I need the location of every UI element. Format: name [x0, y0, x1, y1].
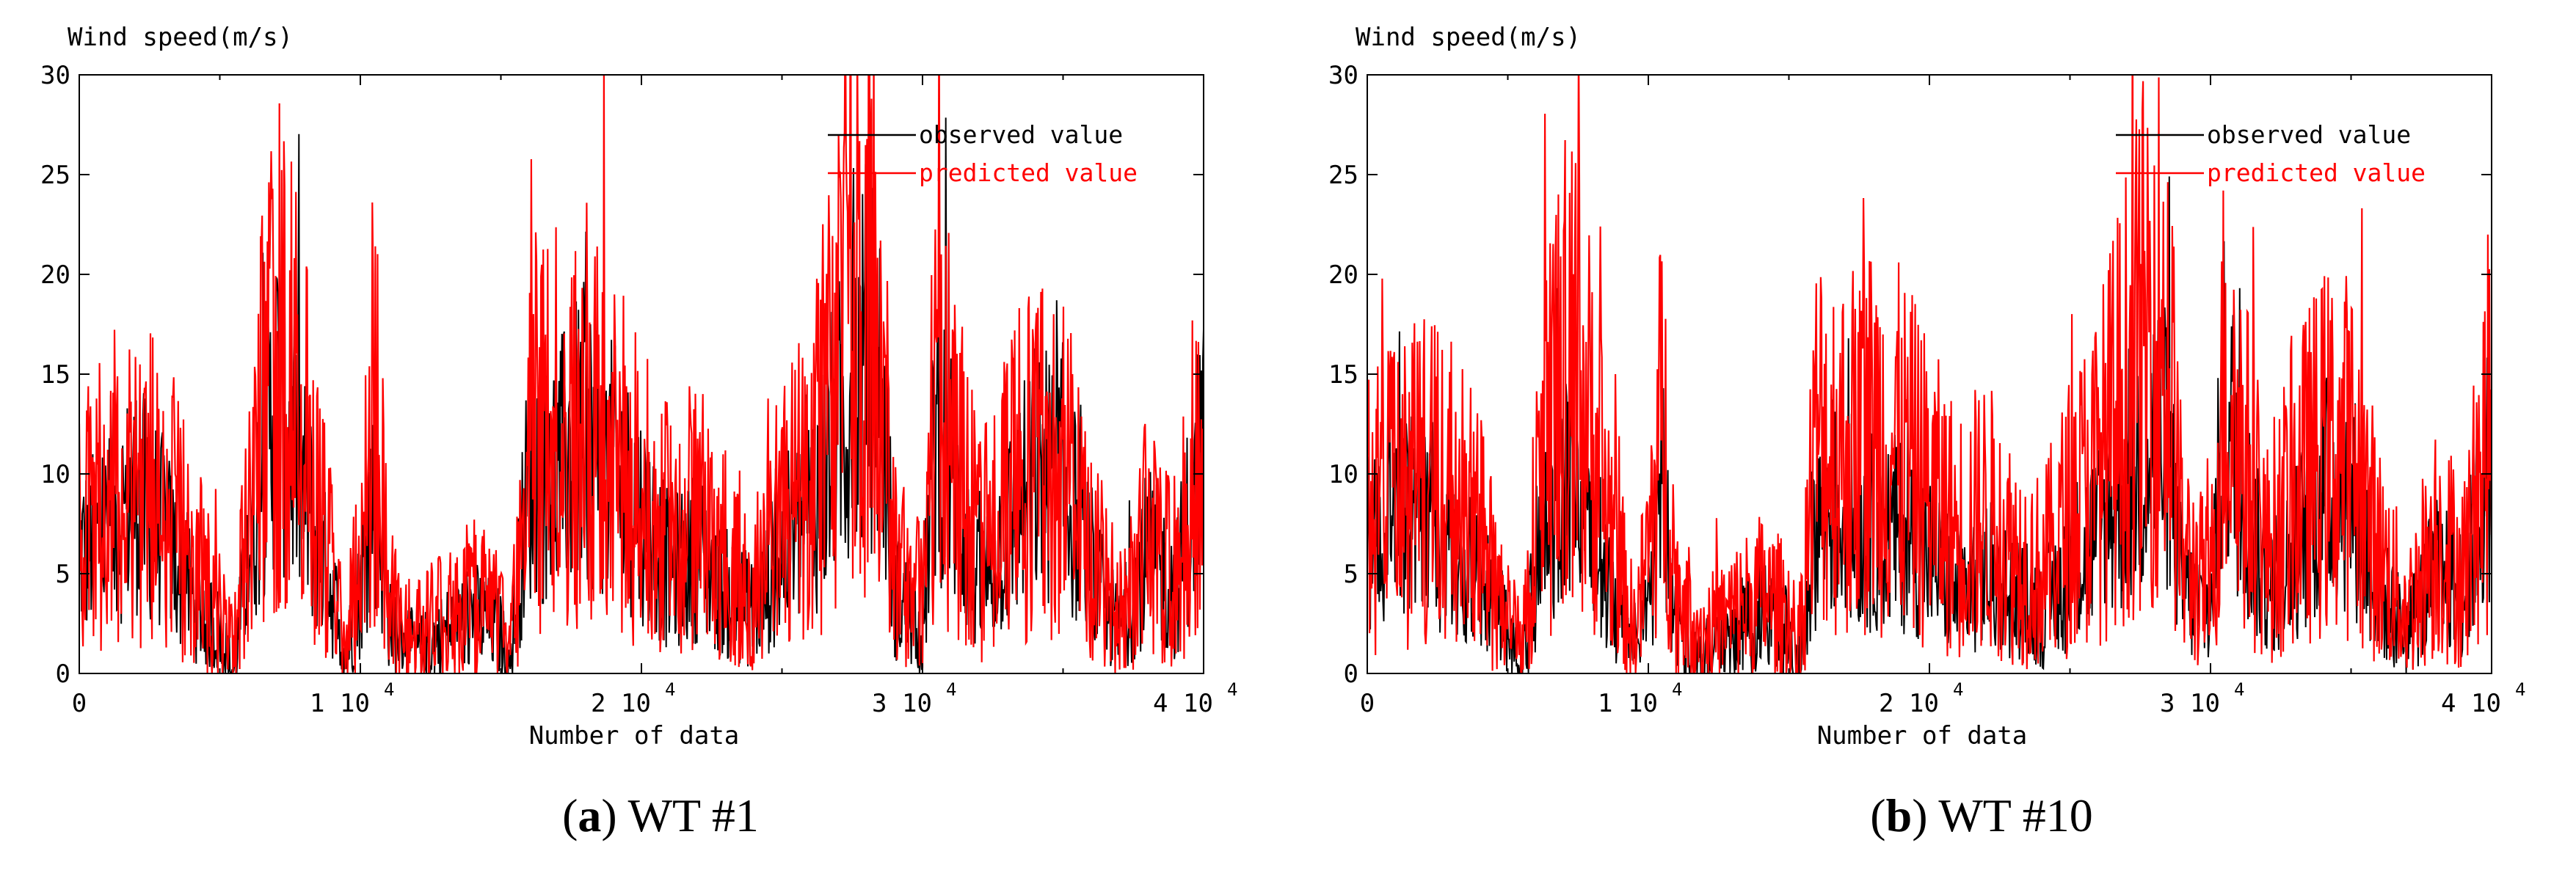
y-tick-label: 25: [40, 161, 70, 190]
caption-b: (b) WT #10: [1870, 789, 2093, 841]
x-tick-exponent: 4: [2234, 679, 2244, 700]
y-tick-label: 30: [1328, 61, 1358, 90]
chart-panel-a: Wind speed(m/s) 0 5 10 15 20 25 30 0 1 10 4 2 10 4 3 …: [40, 23, 1237, 750]
legend-label: predicted value: [919, 158, 1138, 187]
x-tick-exponent: 4: [1953, 679, 1963, 700]
legend-label: observed value: [2207, 120, 2411, 149]
series-line-predicted-value: [79, 75, 1204, 673]
y-tick-label: 30: [40, 61, 70, 90]
x-tick-exponent: 4: [665, 679, 675, 700]
y-tick-label: 25: [1328, 161, 1358, 190]
y-tick-label: 20: [40, 260, 70, 290]
x-tick-label: 4 10: [2441, 689, 2501, 718]
chart-panel-b: Wind speed(m/s) 0 5 10 15 20 25 30 0 1 10 4 2 10 4 3 …: [1328, 23, 2525, 750]
caption-b-letter: b: [1885, 789, 1913, 841]
y-tick-label: 15: [40, 360, 70, 390]
x-tick-label: 3 10: [2160, 689, 2220, 718]
y-axis-label: Wind speed(m/s): [1356, 23, 1581, 52]
x-tick-exponent: 4: [946, 679, 956, 700]
legend-label: observed value: [919, 120, 1123, 149]
y-tick-label: 5: [1344, 560, 1358, 589]
y-tick-label: 5: [56, 560, 70, 589]
y-tick-label: 10: [1328, 460, 1358, 489]
y-tick-label: 15: [1328, 360, 1358, 390]
x-tick-label: 0: [72, 689, 87, 718]
caption-b-label: WT #10: [1938, 789, 2093, 841]
x-axis-label: Number of data: [529, 721, 740, 750]
x-tick-label: 3 10: [872, 689, 932, 718]
caption-a-letter: a: [578, 789, 602, 841]
x-tick-label: 1 10: [1598, 689, 1658, 718]
y-tick-label: 20: [1328, 260, 1358, 290]
caption-a-label: WT #1: [627, 789, 759, 841]
x-tick-label: 0: [1360, 689, 1375, 718]
y-tick-label: 0: [1344, 660, 1358, 689]
x-tick-label: 4 10: [1153, 689, 1213, 718]
x-tick-label: 2 10: [591, 689, 651, 718]
x-axis-label: Number of data: [1817, 721, 2028, 750]
x-tick-exponent: 4: [1672, 679, 1682, 700]
x-tick-label: 1 10: [310, 689, 370, 718]
y-tick-label: 10: [40, 460, 70, 489]
y-tick-label: 0: [56, 660, 70, 689]
caption-a: (a) WT #1: [562, 789, 759, 841]
legend-label: predicted value: [2207, 158, 2426, 187]
x-tick-label: 2 10: [1879, 689, 1939, 718]
x-tick-exponent: 4: [1227, 679, 1237, 700]
series-line-predicted-value: [1367, 75, 2492, 673]
x-tick-exponent: 4: [384, 679, 394, 700]
x-tick-exponent: 4: [2515, 679, 2525, 700]
y-axis-label: Wind speed(m/s): [68, 23, 293, 52]
